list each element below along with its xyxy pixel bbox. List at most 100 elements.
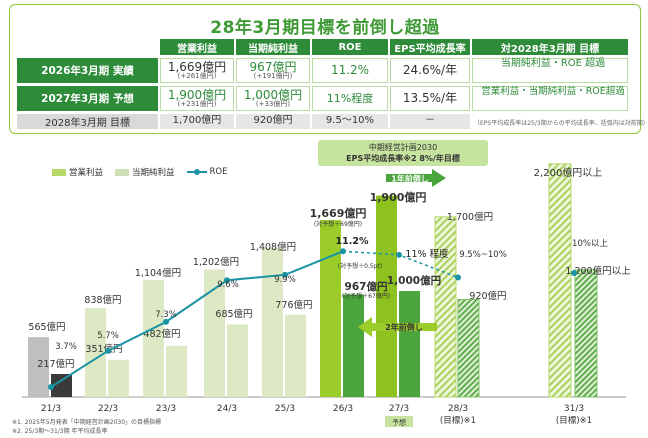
bar-operating-profit — [548, 163, 572, 398]
op-value-label: 1,700億円 — [447, 211, 493, 223]
roe-value-label: 11% 程度 — [405, 248, 449, 260]
op-value-label: 1,900億円 — [370, 190, 427, 204]
arrow-two-year-label: 2年前倒し — [385, 322, 423, 332]
cell-roe-2028: 9.5～10% — [312, 114, 388, 129]
bar-net-income — [399, 291, 420, 397]
legend-roe-label: ROE — [209, 167, 228, 177]
bar-net-income — [108, 359, 129, 397]
roe-26-sublabel: (対予想＋0.5pt) — [338, 262, 382, 270]
op-26-sublabel: (対予想＋69億円) — [314, 220, 362, 228]
forecast-label: 予想 — [392, 418, 406, 427]
value: 1,000億円 — [243, 87, 303, 102]
roe-point — [224, 277, 230, 284]
bar-operating-profit — [376, 195, 397, 397]
row-label-2027: 2027年3月期 予想 — [17, 86, 158, 111]
row-label-2026: 2026年3月期 実績 — [17, 58, 158, 83]
col-header-target: 対2028年3月期 目標 — [472, 39, 628, 55]
ni-value-label: 967億円 — [345, 280, 388, 293]
bar-net-income — [285, 314, 306, 397]
delta: (+33億円) — [255, 100, 291, 109]
page-title: 28年3月期目標を前倒し超過 — [210, 18, 440, 38]
x-tick-label: 23/3 — [156, 404, 176, 414]
ni-value-label: 482億円 — [143, 328, 180, 340]
footnote-1: ※1. 2025年5月発表「中期経営計画2030」の目標指標 — [12, 419, 162, 426]
bar-operating-profit — [262, 247, 283, 397]
roe-point — [571, 270, 577, 276]
arrow-one-year — [386, 169, 446, 187]
ni-value-label: 776億円 — [275, 299, 312, 311]
x-tick-label: 27/3 — [389, 404, 409, 414]
delta: (+261億円) — [177, 72, 217, 81]
roe-point — [48, 384, 54, 391]
bar-net-income — [574, 269, 598, 398]
roe-value-label: 7.3% — [155, 310, 177, 320]
x-tick-sublabel: (目標)※1 — [440, 415, 476, 426]
cell-eps-2028: － — [390, 114, 470, 129]
legend-roe: ROE — [186, 167, 228, 177]
x-tick-label: 24/3 — [217, 404, 237, 414]
op-value-label: 1,408億円 — [250, 241, 296, 253]
roe-point — [163, 318, 169, 325]
ni-value-label: 920億円 — [469, 290, 506, 302]
cell-eps-2027: 13.5%/年 — [390, 86, 470, 111]
bar-operating-profit — [28, 337, 49, 397]
op-value-label: 1,202億円 — [193, 256, 239, 268]
col-header-ni: 当期純利益 — [236, 39, 310, 55]
mid-term-plan-callout: 中期経営計画2030 EPS平均成長率※2 8%/年目標 — [318, 140, 488, 166]
ni-value-label: 685億円 — [215, 308, 252, 320]
value: 967億円 — [249, 59, 297, 74]
roe-value-label: 9.6% — [217, 280, 239, 290]
cell-target-2027: 営業利益・当期純利益・ROE超過 — [472, 86, 628, 111]
x-tick-label: 28/3 — [448, 404, 468, 414]
callout-line1: 中期経営計画2030 — [368, 143, 438, 152]
legend-op-label: 営業利益 — [69, 168, 104, 178]
op-value-label: 838億円 — [84, 294, 121, 306]
roe-value-label: 9.5%~10% — [459, 250, 507, 260]
x-tick-label: 21/3 — [41, 404, 61, 414]
chart-legend: 営業利益 当期純利益 ROE — [52, 166, 228, 178]
roe-value-label: 3.7% — [55, 342, 77, 352]
bar-operating-profit — [85, 308, 106, 397]
value: 1,900億円 — [167, 87, 227, 102]
cell-ni-2027: 1,000億円 (+33億円) — [236, 86, 310, 111]
cell-op-2026: 1,669億円 (+261億円) — [160, 58, 234, 83]
x-tick-sublabel: (目標)※1 — [556, 415, 592, 426]
roe-value-label: 11.2% — [336, 236, 369, 247]
roe-point — [455, 274, 461, 281]
x-tick-label: 25/3 — [275, 404, 295, 414]
bar-net-income — [166, 345, 187, 397]
legend-op: 営業利益 — [52, 166, 103, 178]
op-value-label: 565億円 — [28, 321, 65, 333]
bar-net-income — [51, 373, 72, 397]
roe-value-label: 10%以上 — [572, 239, 608, 249]
x-tick-label: 26/3 — [333, 404, 353, 414]
legend-ni: 当期純利益 — [115, 166, 175, 178]
bar-operating-profit — [143, 279, 164, 397]
callout-line2: EPS平均成長率※2 8%/年目標 — [346, 154, 460, 163]
legend-ni-label: 当期純利益 — [132, 168, 175, 178]
cell-roe-2027: 11%程度 — [312, 86, 388, 111]
bar-operating-profit — [320, 220, 341, 397]
ni-value-label: 351億円 — [85, 343, 122, 355]
arrow-two-year — [358, 317, 437, 337]
cell-roe-2026: 11.2% — [312, 58, 388, 83]
roe-point — [340, 248, 346, 255]
ni-26-sublabel: (対予想＋67億円) — [342, 292, 390, 300]
footnote-2: ※2. 25/3期～31/3期 年平均成長率 — [12, 428, 108, 435]
bar-operating-profit — [434, 216, 457, 398]
forecast-badge — [385, 416, 413, 427]
ni-value-label: 1,000億円 — [387, 274, 441, 287]
roe-line — [50, 250, 344, 388]
x-tick-label: 22/3 — [98, 404, 118, 414]
cell-ni-2026: 967億円 (+191億円) — [236, 58, 310, 83]
cell-ni-2028: 920億円 — [236, 114, 310, 129]
delta: (+231億円) — [177, 100, 217, 109]
col-header-roe: ROE — [312, 39, 388, 55]
op-value-label: 2,200億円以上 — [534, 166, 603, 179]
value: 1,669億円 — [167, 59, 227, 74]
op-value-label: 1,104億円 — [135, 267, 181, 279]
arrow-one-year-label: 1年前倒し — [391, 174, 429, 184]
delta: (+191億円) — [253, 72, 293, 81]
bar-net-income — [227, 324, 248, 397]
